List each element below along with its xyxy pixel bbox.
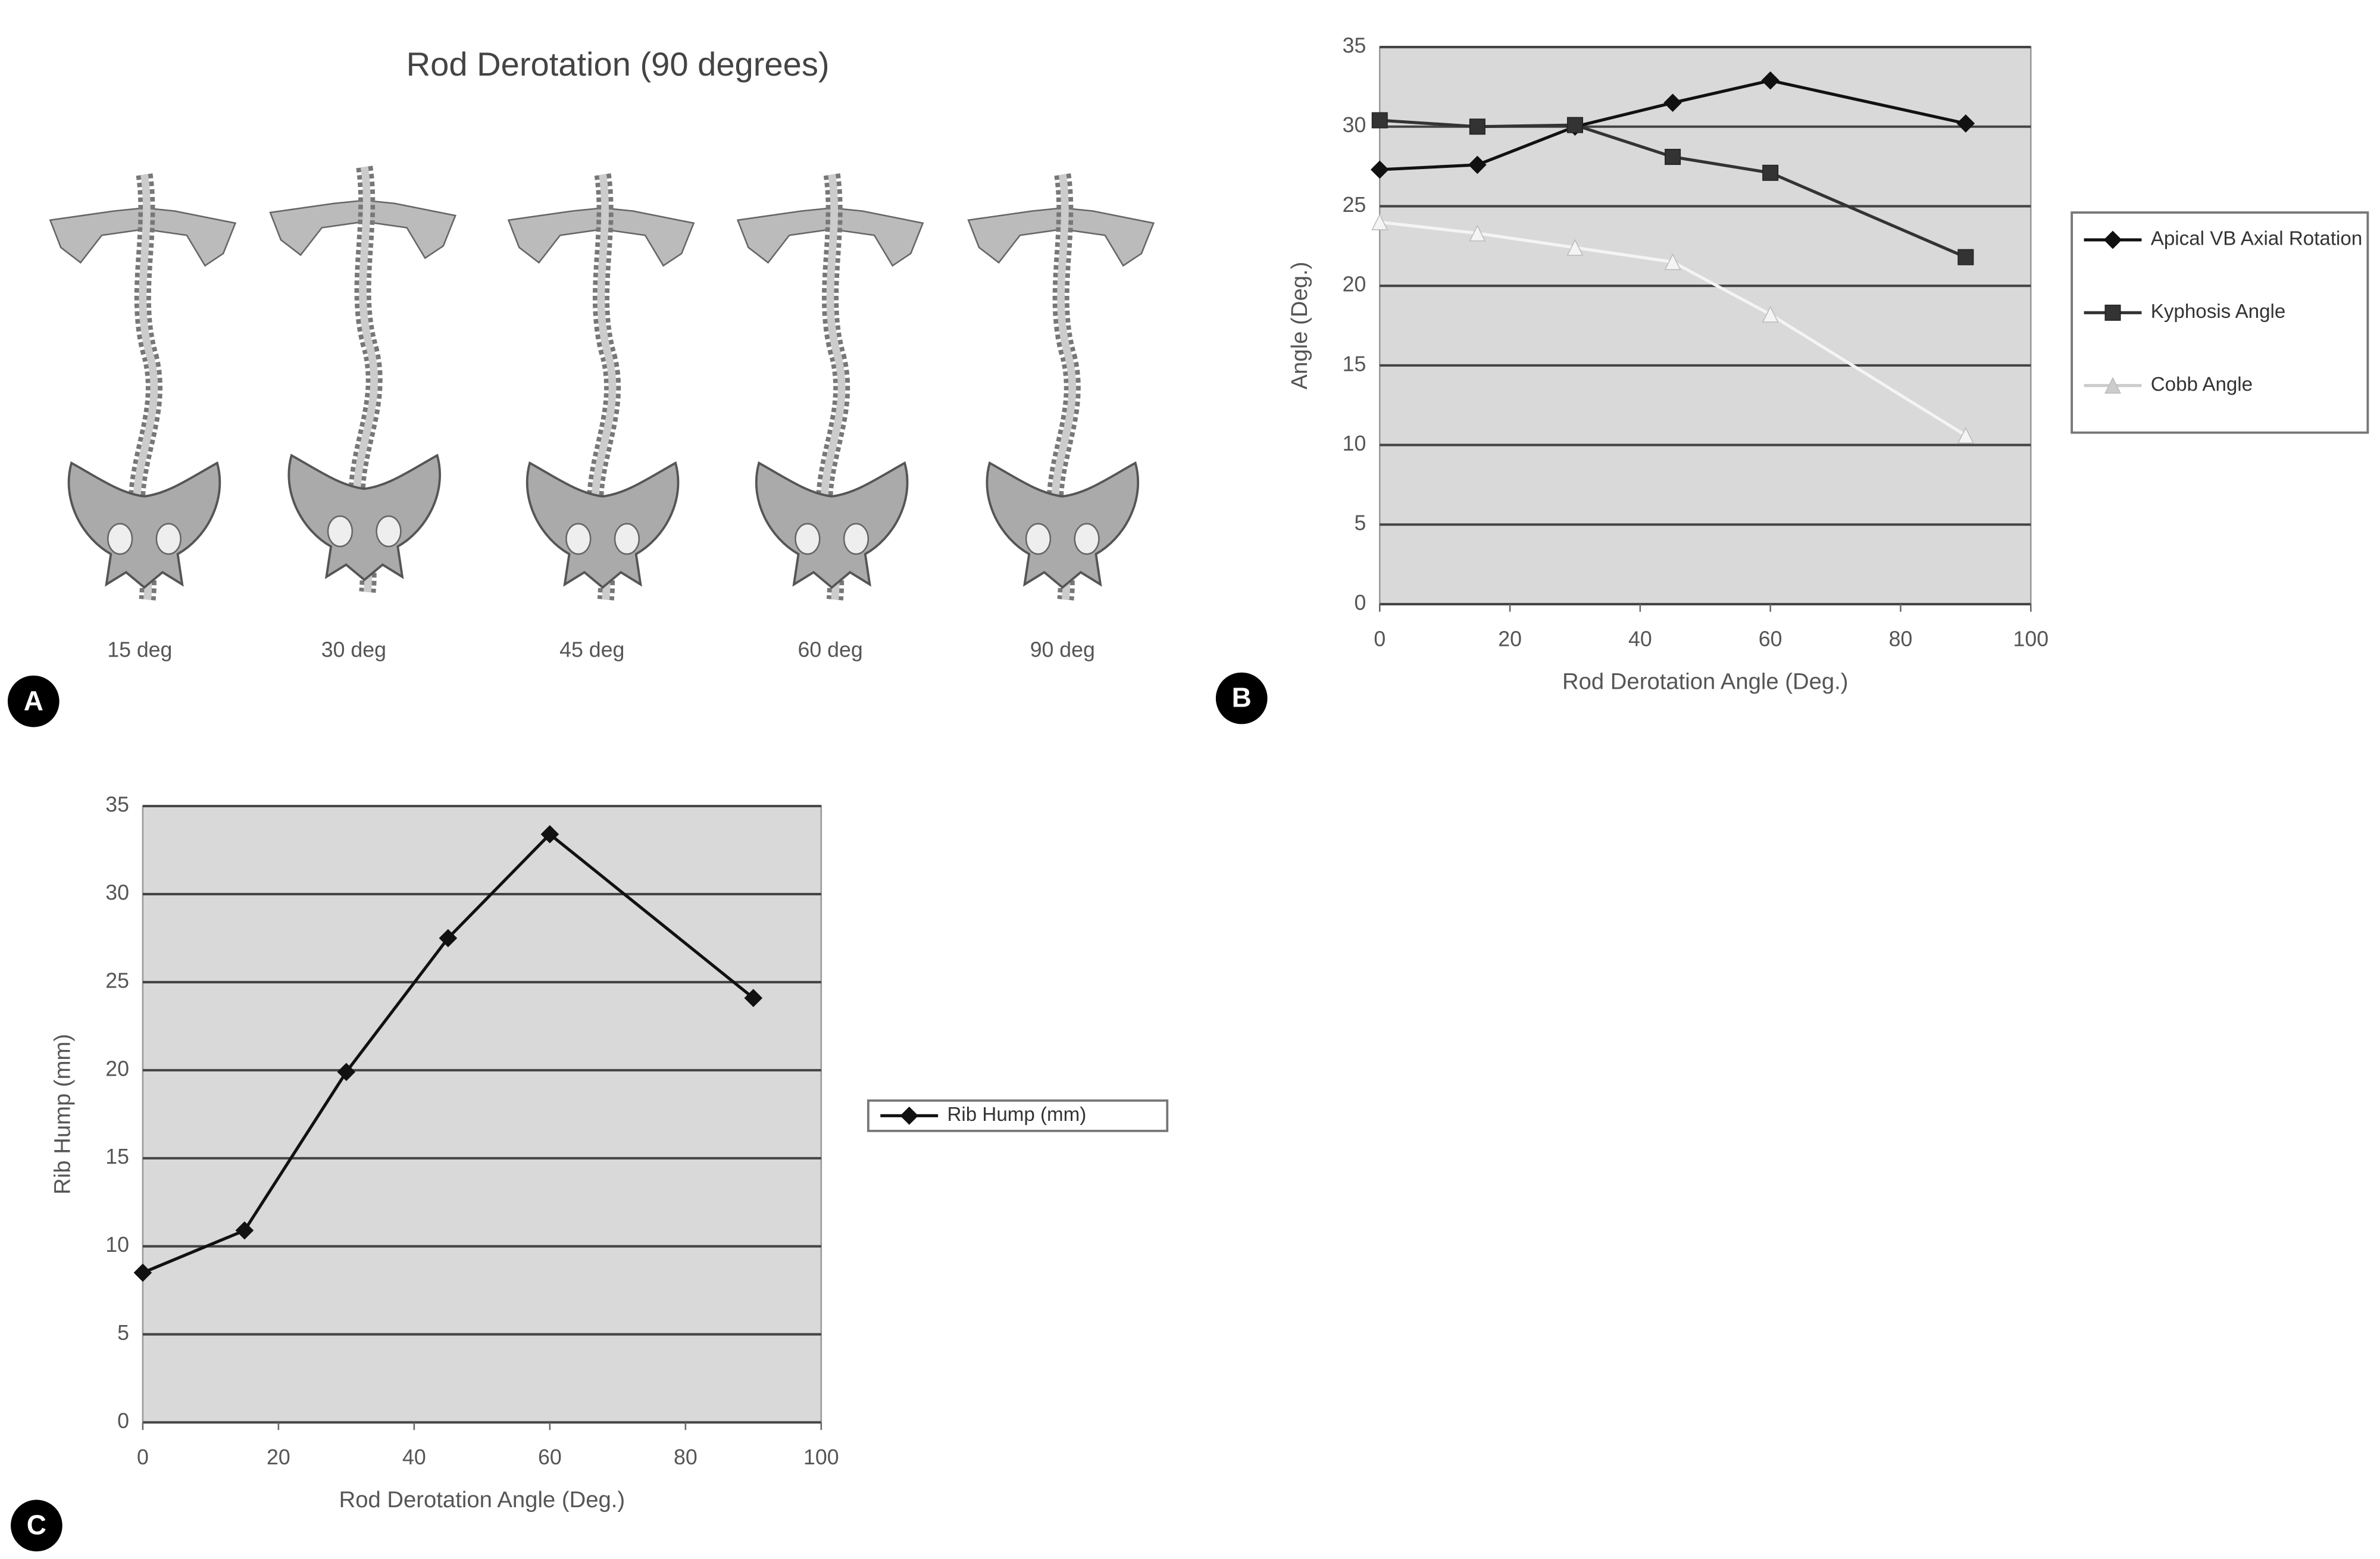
marker bbox=[1957, 427, 1974, 444]
x-tick-label: 100 bbox=[803, 1445, 839, 1469]
panel-badge bbox=[7, 675, 60, 727]
x-tick-label: 80 bbox=[674, 1445, 698, 1469]
y-tick-label: 15 bbox=[1343, 352, 1366, 376]
y-tick-label: 15 bbox=[105, 1145, 129, 1169]
spine-label: 30 deg bbox=[321, 638, 386, 661]
legend-marker bbox=[2104, 377, 2121, 394]
marker bbox=[133, 1263, 152, 1282]
panel-letter: B bbox=[1232, 682, 1252, 713]
marker bbox=[1762, 305, 1779, 323]
legend-label: Cobb Angle bbox=[2151, 373, 2253, 395]
legend-label: Apical VB Axial Rotation bbox=[2151, 228, 2363, 250]
series-line bbox=[1380, 79, 1966, 171]
panel-badge bbox=[1215, 672, 1268, 724]
marker bbox=[1665, 149, 1681, 165]
y-tick-label: 0 bbox=[117, 1409, 129, 1433]
y-tick-label: 10 bbox=[1343, 432, 1366, 455]
y-tick-label: 35 bbox=[1343, 33, 1366, 57]
x-tick-label: 40 bbox=[1628, 627, 1652, 651]
panel-a: Rod Derotation (90 degrees) 15 deg 30 de… bbox=[50, 45, 1153, 661]
y-tick-label: 25 bbox=[1343, 193, 1366, 217]
spine-image bbox=[738, 174, 923, 599]
series-line bbox=[142, 832, 755, 1274]
y-tick-label: 0 bbox=[1354, 591, 1366, 614]
marker bbox=[439, 929, 458, 948]
y-tick-label: 25 bbox=[105, 968, 129, 992]
spine-image bbox=[270, 167, 455, 592]
spine-label: 15 deg bbox=[107, 638, 172, 661]
marker bbox=[1566, 239, 1584, 256]
series-line bbox=[1380, 118, 1966, 259]
x-tick-label: 80 bbox=[1889, 627, 1913, 651]
marker bbox=[1469, 118, 1485, 135]
spine-image bbox=[508, 174, 693, 599]
legend-label: Rib Hump (mm) bbox=[947, 1104, 1086, 1126]
y-tick-label: 5 bbox=[1354, 511, 1366, 535]
marker bbox=[540, 825, 559, 843]
marker bbox=[1762, 164, 1779, 181]
y-tick-label: 10 bbox=[105, 1233, 129, 1257]
legend-label: Kyphosis Angle bbox=[2151, 301, 2286, 323]
x-tick-label: 40 bbox=[402, 1445, 426, 1469]
legend-marker bbox=[900, 1107, 919, 1125]
marker bbox=[1371, 213, 1388, 230]
series-line bbox=[1379, 220, 1967, 437]
x-tick-label: 20 bbox=[267, 1445, 290, 1469]
marker bbox=[1371, 112, 1388, 129]
x-tick-label: 0 bbox=[1374, 627, 1386, 651]
panel-badge bbox=[11, 1499, 62, 1552]
panel-letter: C bbox=[27, 1510, 46, 1541]
legend-box bbox=[2071, 211, 2369, 434]
marker bbox=[1566, 117, 1583, 133]
x-tick-label: 100 bbox=[2013, 627, 2049, 651]
marker bbox=[1469, 224, 1486, 242]
spine-image bbox=[968, 174, 1153, 599]
x-tick-label: 60 bbox=[1759, 627, 1782, 651]
y-tick-label: 20 bbox=[1343, 273, 1366, 296]
marker bbox=[1956, 114, 1975, 133]
y-tick-label: 20 bbox=[105, 1057, 129, 1080]
marker bbox=[337, 1063, 356, 1082]
y-tick-label: 30 bbox=[105, 880, 129, 904]
y-axis-title: Rib Hump (mm) bbox=[49, 1034, 75, 1195]
marker bbox=[1664, 253, 1681, 270]
spine-label: 45 deg bbox=[559, 638, 624, 661]
marker bbox=[744, 989, 763, 1007]
marker bbox=[235, 1221, 254, 1240]
x-tick-label: 0 bbox=[137, 1445, 149, 1469]
x-tick-label: 60 bbox=[538, 1445, 562, 1469]
marker bbox=[1957, 249, 1974, 265]
x-axis-title: Rod Derotation Angle (Deg.) bbox=[339, 1487, 626, 1513]
y-tick-label: 30 bbox=[1343, 113, 1366, 137]
spine-image bbox=[50, 174, 235, 599]
plot-area bbox=[1378, 46, 2032, 605]
legend-marker bbox=[2104, 304, 2121, 321]
y-axis-title: Angle (Deg.) bbox=[1287, 262, 1312, 390]
plot-area bbox=[142, 805, 822, 1423]
spine-label: 60 deg bbox=[798, 638, 863, 661]
spine-label: 90 deg bbox=[1030, 638, 1095, 661]
y-tick-label: 35 bbox=[105, 793, 129, 817]
panel-letter: A bbox=[24, 685, 43, 716]
x-tick-label: 20 bbox=[1498, 627, 1522, 651]
panel-a-title: Rod Derotation (90 degrees) bbox=[406, 45, 830, 83]
x-axis-title: Rod Derotation Angle (Deg.) bbox=[1562, 669, 1849, 695]
y-tick-label: 5 bbox=[117, 1321, 129, 1345]
marker bbox=[1663, 93, 1682, 112]
